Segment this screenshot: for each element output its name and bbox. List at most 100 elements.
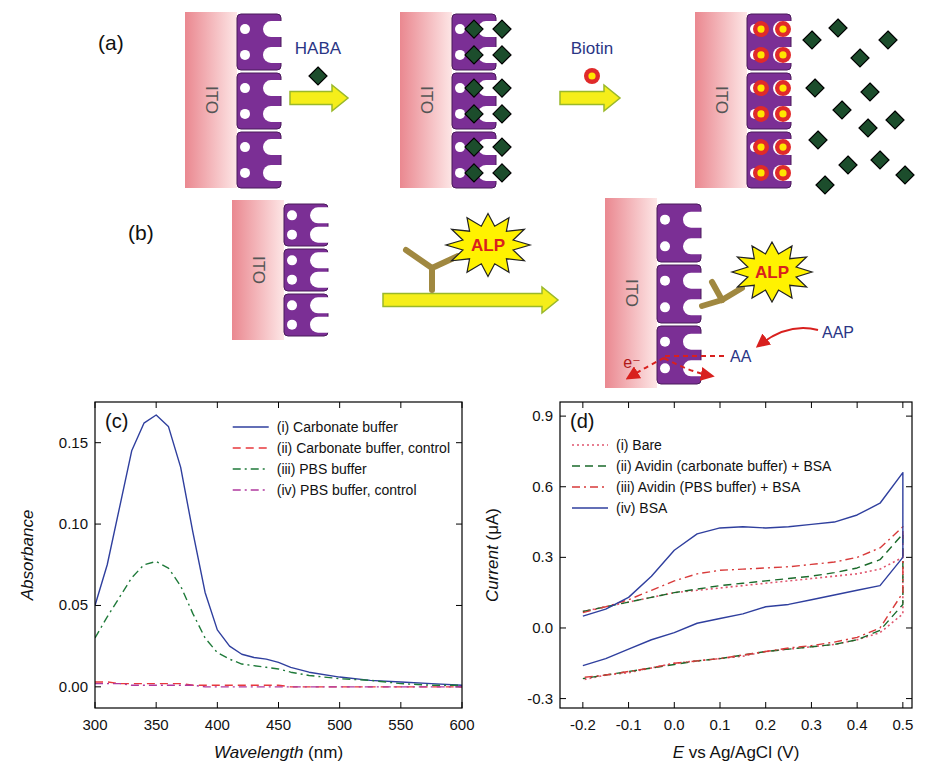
y-tick xyxy=(906,557,912,558)
biotin-core xyxy=(779,51,786,58)
x-tick-label: 600 xyxy=(449,716,474,733)
y-tick xyxy=(456,442,462,443)
reagent-label: HABA xyxy=(295,39,342,58)
avidin-block xyxy=(657,265,701,323)
electron-arrow xyxy=(664,358,712,376)
avidin-block xyxy=(284,294,328,336)
y-tick xyxy=(95,686,101,687)
haba-molecule xyxy=(806,79,824,97)
x-tick-label: 0.2 xyxy=(755,716,776,733)
haba-molecule xyxy=(859,119,877,137)
haba-molecule xyxy=(833,101,851,119)
binding-site xyxy=(240,50,250,60)
x-tick xyxy=(628,402,629,408)
x-tick xyxy=(674,702,675,708)
legend-swatch xyxy=(233,426,269,428)
axis-title-part: Wavelength xyxy=(214,743,303,762)
haba-molecule xyxy=(839,156,857,174)
binding-site xyxy=(455,142,465,152)
x-tick-label: 0.3 xyxy=(801,716,822,733)
binding-pocket xyxy=(683,273,702,289)
antibody xyxy=(702,300,722,306)
ito-electrode xyxy=(400,12,452,188)
avidin-block xyxy=(747,132,791,188)
avidin-block xyxy=(237,132,281,188)
antibody xyxy=(722,288,742,300)
haba-molecule xyxy=(879,31,897,49)
haba-molecule xyxy=(829,19,847,37)
x-tick xyxy=(278,402,279,408)
binding-pocket xyxy=(263,47,282,63)
biotin-molecule xyxy=(753,165,769,181)
y-tick-label: 0.10 xyxy=(59,515,88,532)
reaction-arrow xyxy=(758,328,818,346)
haba-molecule xyxy=(465,164,483,182)
x-tick-label: -0.1 xyxy=(616,716,642,733)
haba-molecule xyxy=(493,105,511,123)
x-tick-label: 500 xyxy=(327,716,352,733)
plot-area xyxy=(583,473,903,680)
electrode-label: ITO xyxy=(249,256,268,284)
haba-molecule xyxy=(851,49,869,67)
binding-pocket xyxy=(263,80,282,96)
figure: (a)ITOHABAITOBiotinITO(b)ITOALPITOALPAAP… xyxy=(0,0,935,776)
y-tick xyxy=(560,698,566,699)
x-tick-label: -0.2 xyxy=(570,716,596,733)
x-tick xyxy=(156,702,157,708)
binding-pocket xyxy=(263,139,282,155)
x-tick xyxy=(857,702,858,708)
ito-electrode xyxy=(695,12,747,188)
enzyme-star xyxy=(732,242,812,302)
x-tick xyxy=(857,402,858,408)
x-tick xyxy=(811,702,812,708)
binding-pocket xyxy=(263,165,282,181)
x-tick xyxy=(582,702,583,708)
biotin-core xyxy=(779,85,786,92)
binding-site xyxy=(660,241,670,251)
biotin-core xyxy=(757,144,764,151)
electron-label: e⁻ xyxy=(623,354,640,371)
biotin-molecule xyxy=(775,47,791,63)
x-tick xyxy=(217,702,218,708)
haba-molecule xyxy=(803,31,821,49)
x-tick xyxy=(156,402,157,408)
legend-label: (iii) Avidin (PBS buffer) + BSA xyxy=(616,479,801,495)
y-tick-label: 0.05 xyxy=(59,596,88,613)
binding-pocket xyxy=(773,139,792,155)
legend-swatch xyxy=(572,486,608,488)
haba-molecule xyxy=(861,83,879,101)
x-tick-label: 0.1 xyxy=(710,716,731,733)
biotin-molecule xyxy=(775,139,791,155)
chart-1: -0.2-0.10.00.10.20.30.40.5-0.30.00.30.60… xyxy=(527,402,913,733)
biotin-molecule xyxy=(753,106,769,122)
binding-pocket xyxy=(773,80,792,96)
x-tick xyxy=(902,402,903,408)
biotin-molecule xyxy=(775,80,791,96)
series-line xyxy=(583,527,903,678)
legend-label: (ii) Avidin (carbonate buffer) + BSA xyxy=(616,458,832,474)
biotin-molecule xyxy=(775,165,791,181)
y-tick-label: 0.00 xyxy=(59,678,88,695)
y-tick xyxy=(95,524,101,525)
biotin-core xyxy=(779,26,786,33)
enzyme-label: ALP xyxy=(471,236,505,255)
axis-title-part: vs Ag/AgCl (V) xyxy=(684,743,799,762)
legend: (i) Bare(ii) Avidin (carbonate buffer) +… xyxy=(572,437,832,516)
avidin-block xyxy=(747,14,791,70)
biotin-core xyxy=(757,85,764,92)
process-arrow xyxy=(290,85,348,111)
x-tick-label: 0.0 xyxy=(664,716,685,733)
biotin-core xyxy=(757,169,764,176)
binding-site xyxy=(240,142,250,152)
haba-molecule xyxy=(871,151,889,169)
biotin-core xyxy=(588,72,595,79)
haba-molecule xyxy=(465,138,483,156)
binding-pocket xyxy=(263,21,282,37)
ito-electrode xyxy=(605,198,657,388)
binding-site xyxy=(455,109,465,119)
process-arrow xyxy=(560,85,620,111)
avidin-block xyxy=(747,73,791,129)
background xyxy=(0,0,935,776)
haba-molecule xyxy=(465,46,483,64)
x-tick xyxy=(278,702,279,708)
